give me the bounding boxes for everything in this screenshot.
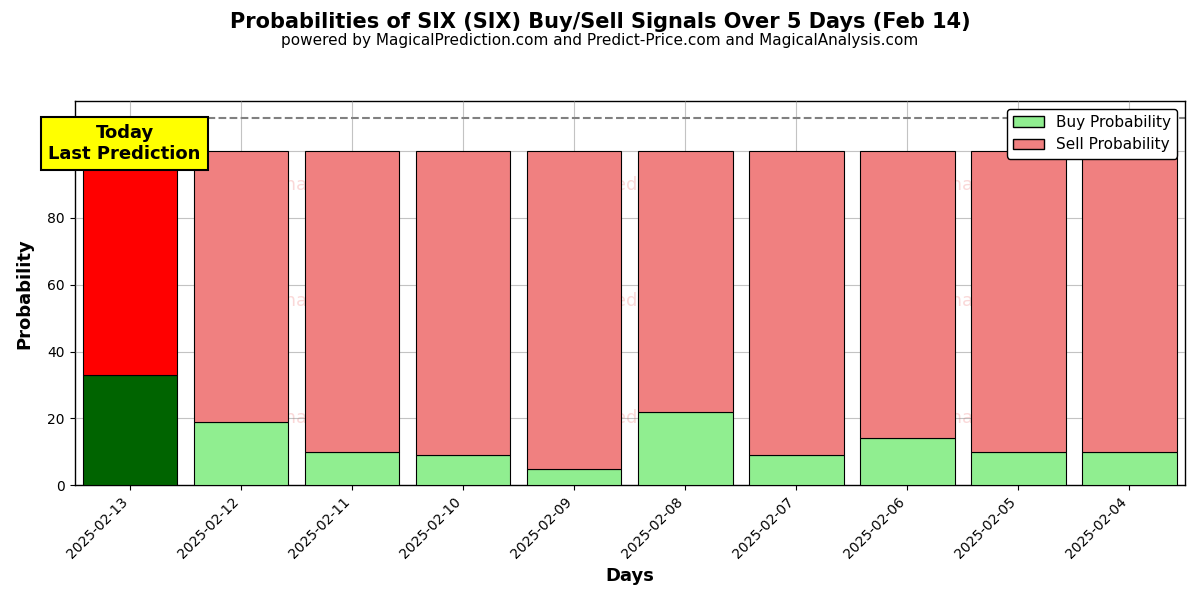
Text: Today
Last Prediction: Today Last Prediction <box>48 124 200 163</box>
Bar <box>971 151 1066 452</box>
Text: MagicalAnalysis.com: MagicalAnalysis.com <box>869 176 1057 194</box>
Text: MagicalAnalysis.com: MagicalAnalysis.com <box>869 292 1057 310</box>
Bar <box>638 412 732 485</box>
Text: MagicalPrediction.com: MagicalPrediction.com <box>528 409 731 427</box>
Bar <box>194 422 288 485</box>
Text: Probabilities of SIX (SIX) Buy/Sell Signals Over 5 Days (Feb 14): Probabilities of SIX (SIX) Buy/Sell Sign… <box>229 12 971 32</box>
Text: MagicalAnalysis.com: MagicalAnalysis.com <box>203 409 391 427</box>
Text: MagicalPrediction.com: MagicalPrediction.com <box>528 292 731 310</box>
Bar <box>83 151 178 375</box>
Bar <box>527 469 622 485</box>
Bar <box>194 151 288 422</box>
Y-axis label: Probability: Probability <box>16 238 34 349</box>
Text: MagicalPrediction.com: MagicalPrediction.com <box>528 176 731 194</box>
Text: MagicalAnalysis.com: MagicalAnalysis.com <box>869 409 1057 427</box>
Bar <box>305 151 400 452</box>
Bar <box>1082 452 1177 485</box>
Text: MagicalAnalysis.com: MagicalAnalysis.com <box>203 292 391 310</box>
Bar <box>416 151 510 455</box>
Legend: Buy Probability, Sell Probability: Buy Probability, Sell Probability <box>1007 109 1177 158</box>
Bar <box>83 375 178 485</box>
Bar <box>860 439 955 485</box>
Text: powered by MagicalPrediction.com and Predict-Price.com and MagicalAnalysis.com: powered by MagicalPrediction.com and Pre… <box>281 33 919 48</box>
X-axis label: Days: Days <box>605 567 654 585</box>
Bar <box>416 455 510 485</box>
Text: MagicalAnalysis.com: MagicalAnalysis.com <box>203 176 391 194</box>
Bar <box>305 452 400 485</box>
Bar <box>638 151 732 412</box>
Bar <box>749 455 844 485</box>
Bar <box>860 151 955 439</box>
Bar <box>971 452 1066 485</box>
Bar <box>1082 151 1177 452</box>
Bar <box>749 151 844 455</box>
Bar <box>527 151 622 469</box>
